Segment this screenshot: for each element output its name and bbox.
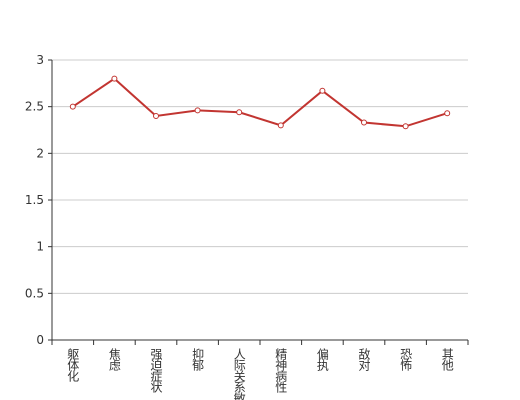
- x-tick-label: 强迫症状: [149, 348, 163, 393]
- point: [402, 123, 409, 130]
- point: [444, 110, 451, 117]
- point: [111, 75, 118, 82]
- x-tick-label: 精神病性: [274, 348, 288, 394]
- x-tick-label: 恐怖: [399, 348, 413, 371]
- y-tick-label: 2: [36, 146, 44, 160]
- line: [72, 77, 448, 128]
- y-tick-label: 3: [36, 53, 44, 67]
- y-tick-label: 1.5: [25, 193, 44, 207]
- point: [69, 103, 76, 110]
- point: [277, 122, 284, 129]
- point: [153, 113, 159, 119]
- x-tick-label: 敌对: [357, 347, 371, 371]
- x-tick-label: 抑郁: [191, 347, 205, 372]
- point: [361, 119, 367, 126]
- x-tick-label: 偏执: [315, 347, 329, 372]
- x-tick-label: 焦虑: [107, 348, 121, 371]
- x-tick-label: 躯体化: [66, 347, 80, 383]
- point: [236, 109, 243, 116]
- point: [194, 107, 201, 114]
- y-tick-label: 0: [36, 333, 44, 347]
- x-tick-label: 其他: [440, 348, 454, 371]
- x-tick-label: 人际关系敏感: [232, 348, 246, 400]
- y-tick-label: 0.5: [25, 286, 44, 300]
- y-tick-label: 2.5: [25, 100, 44, 114]
- y-tick-label: 1: [36, 240, 44, 254]
- point: [319, 87, 326, 94]
